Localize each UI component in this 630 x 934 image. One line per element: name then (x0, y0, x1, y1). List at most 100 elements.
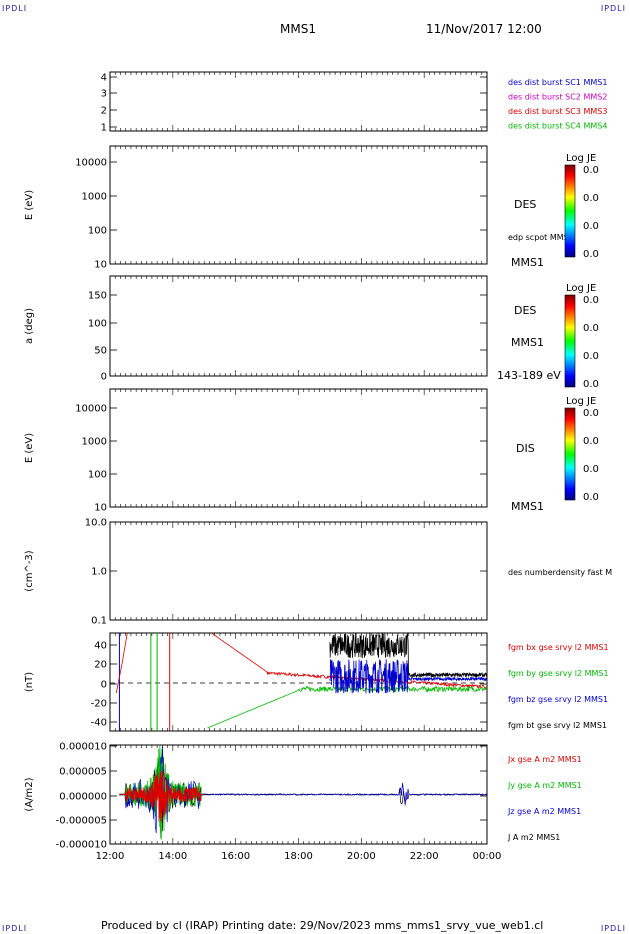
y-tick-label: 100 (88, 470, 107, 481)
x-tick-label: 18:00 (284, 851, 313, 862)
panel-frame (109, 521, 488, 621)
panel-magnetic-field: 40 20 0 -20 -40 (nT) fgm bx gse srvy l2 MMS1 fg… (24, 632, 609, 732)
legend-entry: fgm by gse srvy l2 MMS1 (508, 669, 609, 678)
x-tick-label: 16:00 (221, 851, 250, 862)
y-tick-label: 0.000005 (59, 767, 107, 778)
legend-entry: fgm bx gse srvy l2 MMS1 (508, 643, 609, 652)
colorbar-tick-label: 0.0 (583, 249, 599, 260)
colorbar-tick-label: 0.0 (583, 492, 599, 503)
y-tick-label: 0 (101, 680, 107, 691)
panel-frame (109, 632, 488, 732)
y-tick-label: 50 (94, 346, 107, 357)
colorbar (564, 164, 576, 258)
bz-trace (329, 659, 487, 694)
x-tick-label: 00:00 (473, 851, 502, 862)
y-tick-label: 100 (88, 319, 107, 330)
panel-label: 143-189 eV (497, 369, 561, 382)
y-tick-label: -0.000010 (56, 840, 107, 851)
panel-burst: 4 3 2 1 des dist burst SC1 MMS1 des dist burs… (101, 71, 607, 134)
spacecraft-title: MMS1 (280, 22, 316, 36)
y-tick-label: 10000 (75, 158, 107, 169)
y-tick-label: 1000 (82, 192, 107, 203)
panel-frame (109, 275, 488, 377)
y-tick-label: 10 (94, 503, 107, 514)
legend-entry: Jz gse A m2 MMS1 (507, 807, 581, 816)
jz-trace (119, 746, 487, 834)
y-axis-label: (nT) (24, 672, 35, 692)
panel-label: DIS (516, 442, 535, 455)
corner-label-top-left: IPDLI (2, 4, 28, 13)
x-tick-label: 14:00 (158, 851, 187, 862)
jx-trace (119, 770, 205, 823)
panel-label: MMS1 (511, 336, 544, 349)
legend-entry: des dist burst SC2 MMS2 (508, 93, 607, 102)
y-tick-label: 1.0 (91, 567, 107, 578)
y-tick-label: 4 (101, 73, 107, 84)
panel-frame (109, 388, 488, 508)
y-tick-label: 0 (101, 372, 107, 383)
bx-early-trace (115, 633, 128, 694)
legend-entry: des dist burst SC3 MMS3 (508, 107, 607, 116)
corner-label-top-right: IPDLI (600, 4, 626, 13)
panel-label: DES (514, 304, 536, 317)
y-tick-label: 100 (88, 226, 107, 237)
x-tick-label: 22:00 (410, 851, 439, 862)
y-tick-label: 1000 (82, 437, 107, 448)
magnetic-field-traces (115, 633, 487, 731)
y-axis-label: (cm^-3) (24, 550, 35, 591)
y-axis-label: (A/m2) (24, 777, 35, 811)
panel-frame (109, 145, 488, 265)
colorbar-tick-label: 0.0 (583, 193, 599, 204)
colorbar-tick-label: 0.0 (583, 464, 599, 475)
footer-credit: Produced by cl (IRAP) Printing date: 29/… (101, 919, 544, 932)
colorbar-tick-label: 0.0 (583, 351, 599, 362)
colorbar-tick-label: 0.0 (583, 165, 599, 176)
panel-des-energy: 10000 1000 100 10 E (eV) DES edp scpot MMS1 MMS… (24, 145, 599, 271)
legend-entry: Jy gse A m2 MMS1 (507, 781, 582, 790)
legend-entry: des dist burst SC4 MMS4 (508, 122, 607, 131)
x-tick-label: 20:00 (347, 851, 376, 862)
colorbar (564, 407, 576, 501)
colorbar-tick-label: 0.0 (583, 323, 599, 334)
panel-current-density: 0.000010 0.000005 0.000000 -0.000005 -0.0000… (24, 742, 582, 851)
x-tick-label: 12:00 (96, 851, 125, 862)
y-tick-label: 150 (88, 291, 107, 302)
colorbar (564, 294, 576, 388)
datetime-title: 11/Nov/2017 12:00 (426, 22, 542, 36)
y-tick-label: 0.1 (91, 616, 107, 627)
legend-entry: fgm bt gse srvy l2 MMS1 (508, 721, 607, 730)
colorbar-title: Log JE (566, 283, 596, 294)
legend-entry: des numberdensity fast M (508, 568, 612, 577)
y-tick-label: 10.0 (85, 518, 107, 529)
colorbar-tick-label: 0.0 (583, 436, 599, 447)
stacked-plot: 4 3 2 1 des dist burst SC1 MMS1 des dist burs… (24, 71, 612, 862)
colorbar-title: Log JE (566, 153, 596, 164)
y-tick-label: -40 (91, 718, 107, 729)
corner-label-bottom-left: IPDLI (2, 924, 28, 933)
panel-label: MMS1 (511, 256, 544, 269)
corner-label-bottom-right: IPDLI (600, 924, 626, 933)
y-tick-label: 0.000000 (59, 792, 107, 803)
panel-label: DES (514, 198, 536, 211)
y-tick-label: 3 (101, 89, 107, 100)
legend-entry: J A m2 MMS1 (507, 833, 560, 842)
legend-entry: Jx gse A m2 MMS1 (507, 755, 582, 764)
panel-label: MMS1 (511, 500, 544, 513)
panel-des-pitch: 150 100 50 0 a (deg) DES MMS1 143-189 eV Log JE 0… (24, 275, 599, 390)
legend-entry: des dist burst SC1 MMS1 (508, 78, 607, 87)
panel-label: edp scpot MMS1 (508, 233, 574, 242)
y-axis-label: a (deg) (24, 308, 35, 344)
colorbar-tick-label: 0.0 (583, 221, 599, 232)
colorbar-title: Log JE (566, 396, 596, 407)
y-tick-label: -20 (91, 699, 107, 710)
panel-frame (109, 71, 488, 132)
colorbar-tick-label: 0.0 (583, 379, 599, 390)
panel-density: 10.0 1.0 0.1 (cm^-3) des numberdensity fast … (24, 518, 612, 627)
y-axis-label: E (eV) (24, 433, 35, 463)
y-tick-label: 40 (94, 641, 107, 652)
y-axis-label: E (eV) (24, 190, 35, 220)
y-tick-label: 10 (94, 260, 107, 271)
bt-trace (329, 633, 487, 679)
by-trace (207, 685, 487, 729)
